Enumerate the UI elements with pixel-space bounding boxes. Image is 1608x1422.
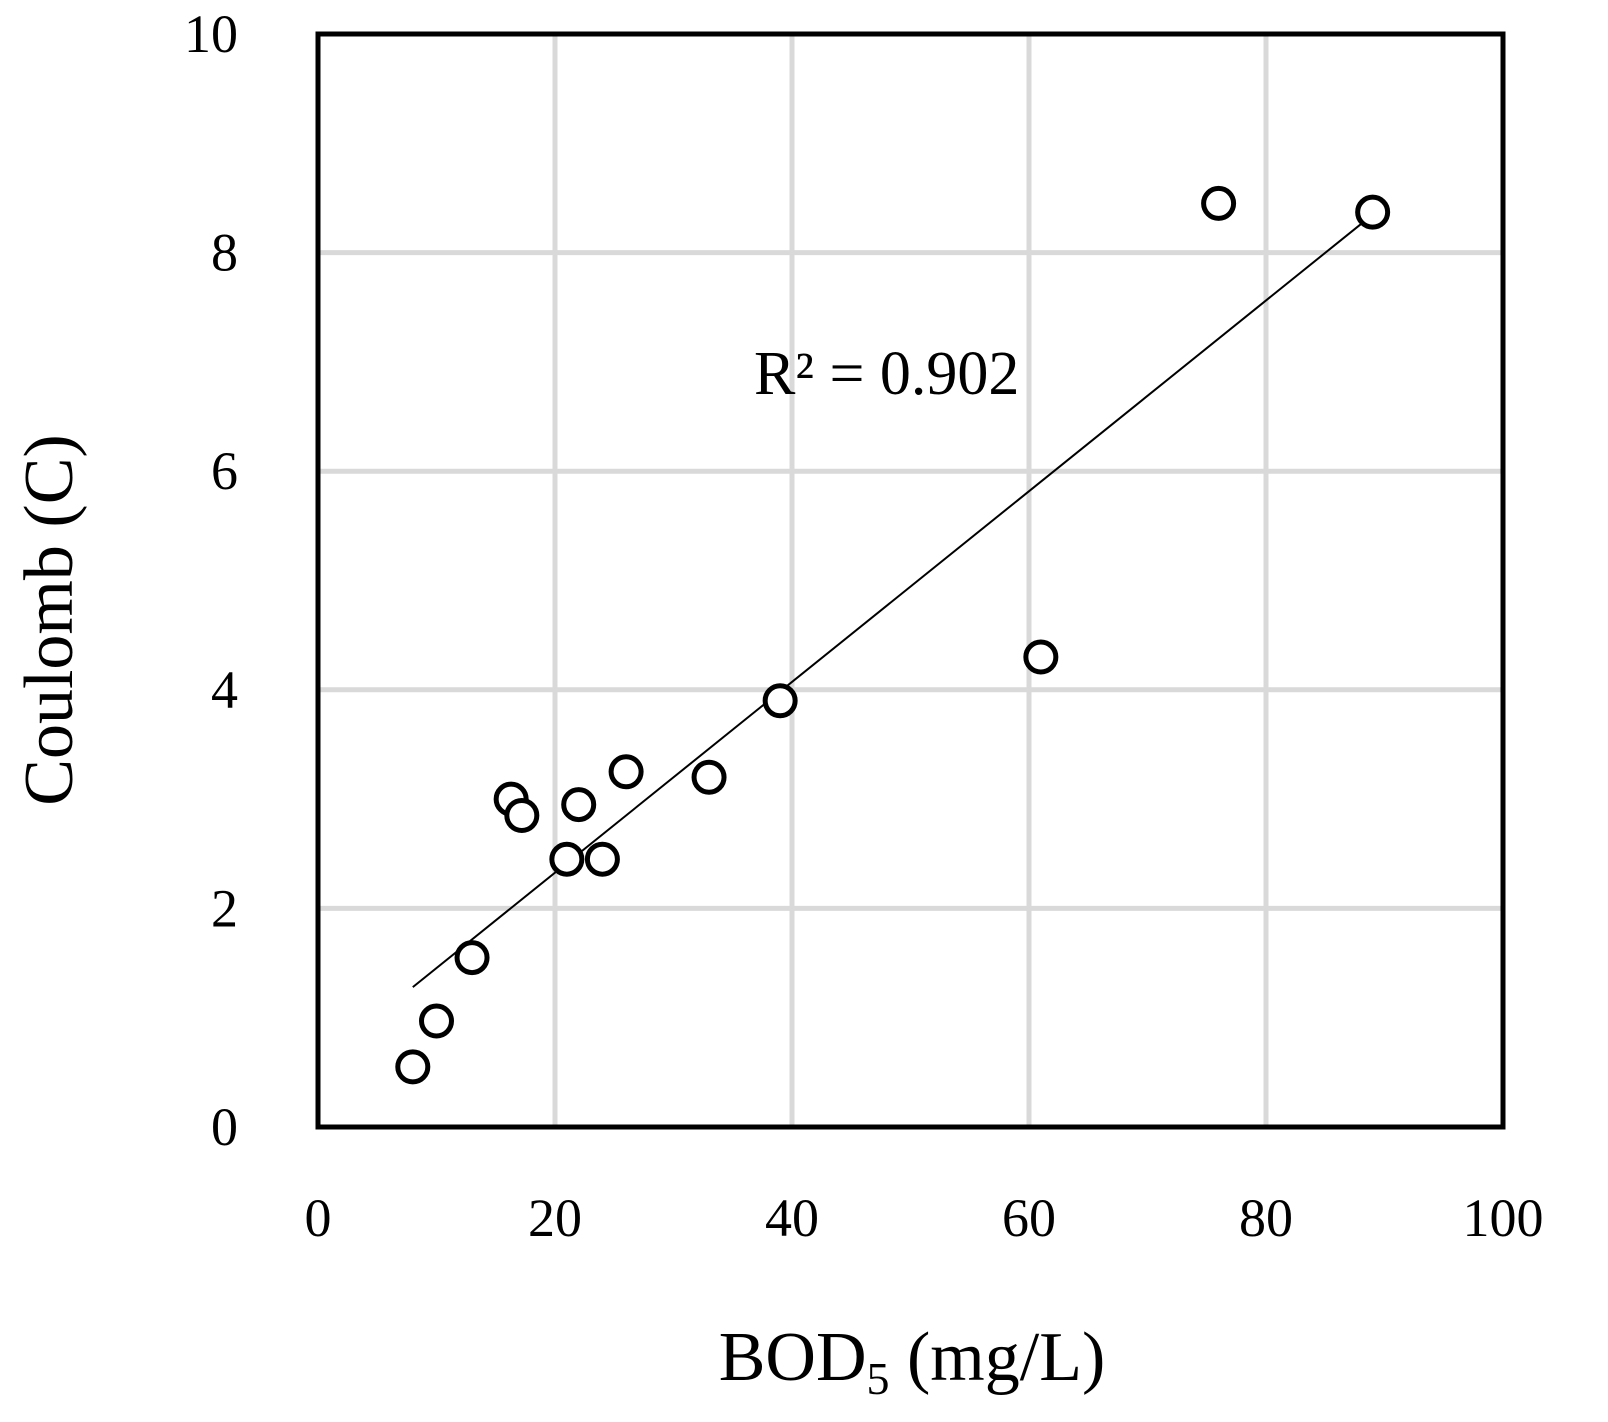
data-point <box>395 1049 431 1085</box>
data-point <box>691 759 727 795</box>
y-axis-title: Coulomb (C) <box>11 434 88 805</box>
data-point <box>549 841 585 877</box>
x-tick-label: 0 <box>305 1188 332 1248</box>
y-tick-label: 0 <box>211 1097 238 1157</box>
data-point <box>762 683 798 719</box>
y-tick-label: 10 <box>184 4 238 64</box>
gridlines <box>318 34 1503 1127</box>
y-tick-labels: 0 2 4 6 8 10 <box>184 4 238 1157</box>
data-point <box>419 1003 454 1039</box>
x-tick-label: 20 <box>528 1188 582 1248</box>
x-tick-label: 80 <box>1239 1188 1293 1248</box>
y-tick-label: 6 <box>211 441 238 501</box>
y-tick-label: 2 <box>211 878 238 938</box>
data-points <box>395 185 1391 1085</box>
data-point <box>454 940 490 976</box>
x-axis-title-subscript: 5 <box>867 1353 890 1404</box>
data-point <box>1201 185 1237 221</box>
x-axis-title-units: (mg/L) <box>890 1319 1106 1396</box>
data-point <box>1023 639 1059 675</box>
plot-area-frame <box>315 31 1506 1130</box>
y-tick-label: 8 <box>211 223 238 283</box>
x-tick-label: 100 <box>1463 1188 1544 1248</box>
data-point <box>561 787 597 823</box>
x-axis-title-main: BOD <box>719 1319 867 1396</box>
x-tick-label: 40 <box>765 1188 819 1248</box>
data-point <box>1355 194 1391 230</box>
data-point <box>584 841 620 877</box>
y-tick-label: 4 <box>211 660 238 720</box>
x-tick-label: 60 <box>1002 1188 1056 1248</box>
r-squared-annotation: R² = 0.902 <box>754 340 1019 408</box>
data-point <box>608 754 644 790</box>
x-axis-title: BOD5 (mg/L) <box>719 1319 1106 1404</box>
x-tick-labels: 0 20 40 60 80 100 <box>305 1188 1544 1248</box>
data-point <box>504 797 540 833</box>
